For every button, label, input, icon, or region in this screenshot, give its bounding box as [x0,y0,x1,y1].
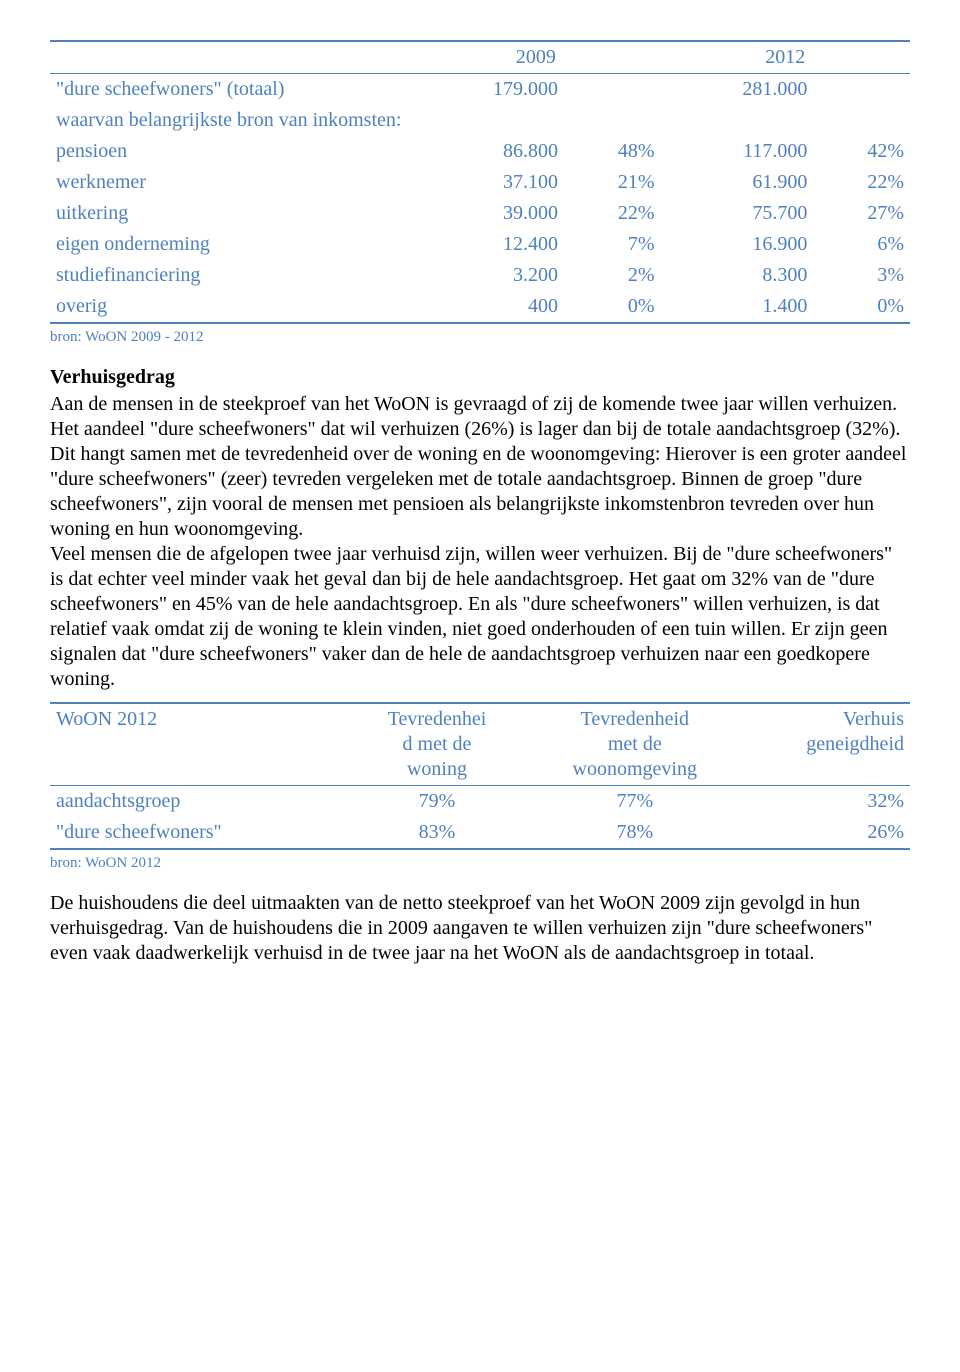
table1-source: bron: WoON 2009 - 2012 [50,328,910,347]
body-paragraph: Veel mensen die de afgelopen twee jaar v… [50,542,910,692]
year-2012-header: 2012 [661,41,910,74]
table-row: studiefinanciering 3.2002% 8.3003% [50,260,910,291]
year-2009-header: 2009 [411,41,660,74]
row-label: overig [50,291,411,323]
table-row: aandachtsgroep 79% 77% 32% [50,785,910,817]
row-label: "dure scheefwoners" [50,817,342,849]
table2-col0: WoON 2012 [50,703,342,786]
table-row: waarvan belangrijkste bron van inkomsten… [50,105,910,136]
income-table: 2009 2012 "dure scheefwoners" (totaal) 1… [50,40,910,324]
body-paragraph: De huishoudens die deel uitmaakten van d… [50,891,910,966]
table-row: "dure scheefwoners" (totaal) 179.000 281… [50,74,910,106]
table-row: pensioen 86.80048% 117.00042% [50,136,910,167]
table-row: "dure scheefwoners" 83% 78% 26% [50,817,910,849]
table-row: eigen onderneming 12.4007% 16.9006% [50,229,910,260]
table2-col1: Tevredenhei d met de woning [342,703,531,786]
section-heading: Verhuisgedrag [50,365,910,390]
table2-source: bron: WoON 2012 [50,854,910,873]
row-label: pensioen [50,136,411,167]
row-label: waarvan belangrijkste bron van inkomsten… [50,105,910,136]
table2-col2: Tevredenheid met de woonomgeving [532,703,738,786]
row-label: aandachtsgroep [50,785,342,817]
row-label: uitkering [50,198,411,229]
body-paragraph: Aan de mensen in de steekproef van het W… [50,392,910,542]
row-label: eigen onderneming [50,229,411,260]
table2-col3: Verhuis geneigdheid [738,703,910,786]
row-label: werknemer [50,167,411,198]
satisfaction-table: WoON 2012 Tevredenhei d met de woning Te… [50,702,910,850]
table-row: overig 4000% 1.4000% [50,291,910,323]
table-row: uitkering 39.00022% 75.70027% [50,198,910,229]
row-label: "dure scheefwoners" (totaal) [50,74,411,106]
row-label: studiefinanciering [50,260,411,291]
table-row: werknemer 37.10021% 61.90022% [50,167,910,198]
